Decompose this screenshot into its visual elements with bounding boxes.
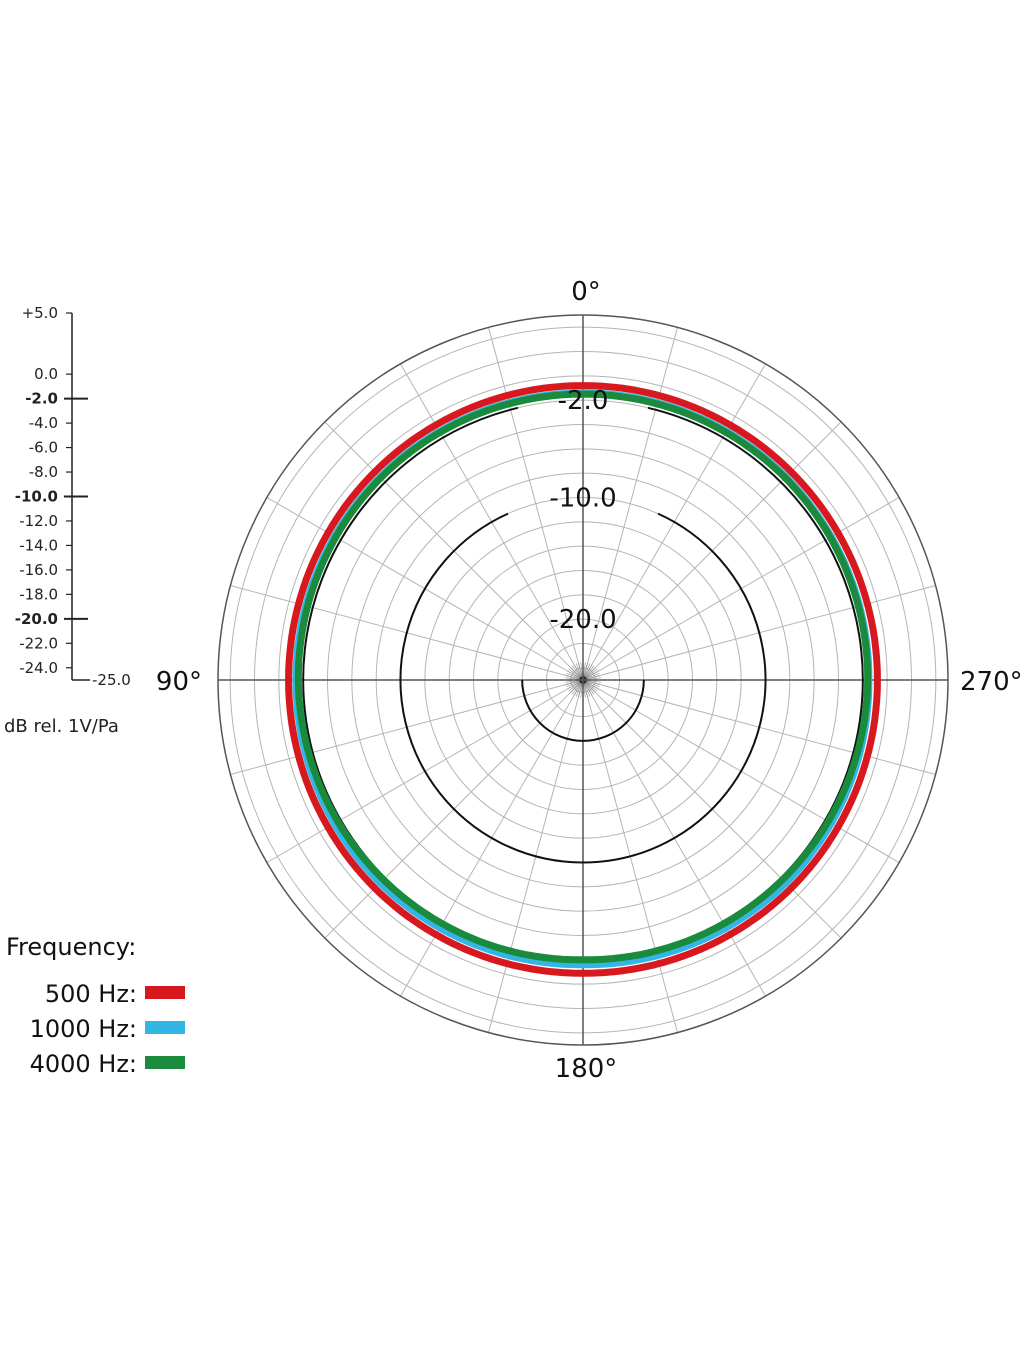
series-curve-500-hz [285,382,881,977]
major-ring [521,679,645,743]
scale-tick-label: +5.0 [22,304,58,322]
grid-spoke [586,681,900,863]
scale-tick-label: -4.0 [29,414,58,432]
grid-spoke [583,327,678,677]
ring-label: -2.0 [558,386,609,416]
polar-grid [217,314,949,1046]
scale-tick-label: -16.0 [19,561,58,579]
legend-label: 500 Hz: [45,980,137,1008]
scale-tick-label: 0.0 [34,365,58,383]
angle-label-0: 0° [571,277,601,307]
grid-spoke [585,682,842,939]
ring-labels: -2.0 -10.0 -20.0 [549,386,616,635]
legend: Frequency: 500 Hz: 1000 Hz: 4000 Hz: [6,933,185,1078]
scale-tick-label: -24.0 [19,659,58,677]
grid-spoke [230,680,580,775]
grid-spoke [324,421,581,678]
scale-tick-label: -12.0 [19,512,58,530]
ring-label: -20.0 [549,605,616,635]
grid-spoke [586,497,900,679]
scale-tick-label: -22.0 [19,634,58,652]
polar-series [285,382,881,977]
grid-spoke [583,683,678,1033]
grid-spoke [584,683,766,997]
scale-tick-label: -18.0 [19,585,58,603]
grid-spoke [488,683,583,1033]
grid-spoke [586,585,936,680]
scale-tick-label: -8.0 [29,463,58,481]
scale-tick-label: -6.0 [29,439,58,457]
angle-label-90: 90° [156,667,202,697]
grid-spoke [230,585,580,680]
grid-spoke [488,327,583,677]
angle-label-180: 180° [555,1054,618,1084]
legend-title: Frequency: [6,933,136,961]
scale-tick-label: -20.0 [15,610,58,628]
scale-tick-label: -25.0 [92,671,131,689]
legend-label: 4000 Hz: [30,1050,137,1078]
ring-label: -10.0 [549,484,616,514]
major-ring [399,512,767,864]
grid-spoke [585,421,842,678]
grid-spoke [586,680,936,775]
grid-spoke [400,683,582,997]
legend-swatch [145,1021,185,1034]
grid-spoke [400,363,582,677]
grid-spoke [324,682,581,939]
grid-spoke [266,681,580,863]
legend-swatch [145,986,185,999]
angle-label-270: 270° [960,667,1023,697]
grid-spoke [266,497,580,679]
scale-unit-label: dB rel. 1V/Pa [4,716,119,737]
scale-tick-label: -14.0 [19,536,58,554]
grid-spoke [584,363,766,677]
legend-label: 1000 Hz: [30,1015,137,1043]
scale-tick-label: -10.0 [15,488,58,506]
legend-swatch [145,1056,185,1069]
scale-tick-label: -2.0 [25,390,58,408]
db-scale: +5.0 0.0 -2.0 -4.0 -6.0 -8.0 -10.0 -12.0 -14.0 -1… [15,304,131,689]
series-curve-4000-hz [294,390,872,964]
